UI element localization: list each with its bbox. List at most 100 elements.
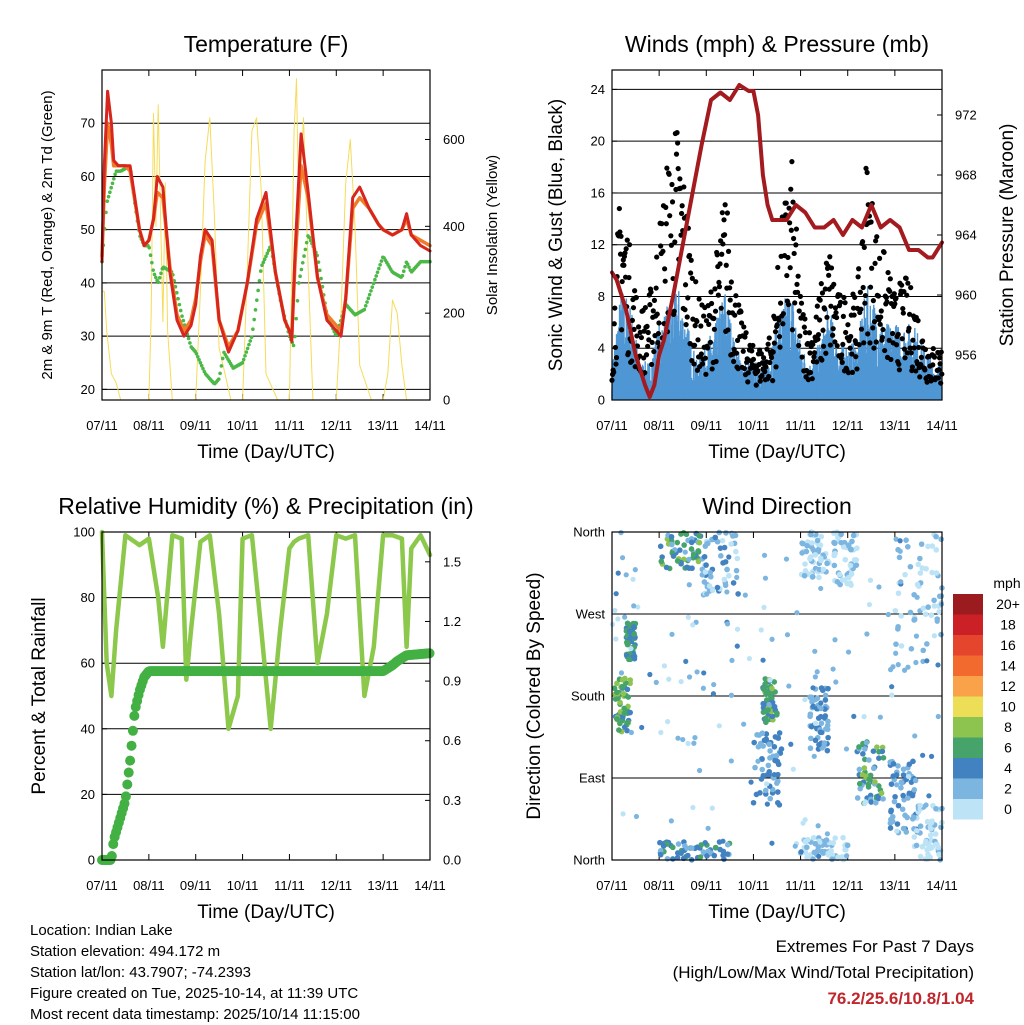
direction-point bbox=[895, 590, 902, 597]
direction-point bbox=[920, 605, 927, 612]
dewpoint-point bbox=[245, 346, 250, 351]
direction-point bbox=[832, 637, 838, 643]
direction-point bbox=[848, 571, 855, 577]
y-tick-label: 80 bbox=[81, 590, 95, 605]
direction-point bbox=[761, 685, 767, 692]
direction-point bbox=[661, 663, 668, 669]
direction-point bbox=[764, 697, 770, 703]
gust-point bbox=[776, 317, 782, 323]
direction-point bbox=[878, 790, 885, 796]
direction-point bbox=[675, 735, 681, 741]
direction-point bbox=[775, 761, 782, 768]
chart-title: Wind Direction bbox=[702, 493, 852, 519]
gust-point bbox=[632, 364, 638, 370]
gust-point bbox=[892, 301, 898, 307]
direction-point bbox=[726, 554, 732, 560]
dewpoint-point bbox=[110, 181, 115, 186]
direction-point bbox=[617, 699, 623, 706]
gust-point bbox=[658, 243, 664, 249]
direction-point bbox=[619, 677, 626, 683]
gust-point bbox=[935, 375, 942, 381]
direction-point bbox=[817, 729, 824, 736]
direction-point bbox=[664, 855, 671, 862]
gust-point bbox=[669, 181, 675, 188]
gust-point bbox=[820, 343, 827, 349]
precip-point bbox=[120, 791, 131, 802]
gust-point bbox=[870, 297, 876, 304]
gust-point bbox=[723, 262, 729, 268]
y-tick-label: 50 bbox=[81, 222, 95, 237]
y-tick-label: 60 bbox=[81, 169, 95, 184]
direction-point bbox=[838, 531, 844, 538]
gust-point bbox=[780, 321, 786, 327]
gust-point bbox=[706, 321, 712, 327]
y2-tick-label: 200 bbox=[443, 306, 465, 321]
legend-label: 6 bbox=[1004, 740, 1012, 756]
direction-point bbox=[898, 643, 905, 649]
direction-point bbox=[900, 825, 907, 832]
direction-point bbox=[824, 747, 831, 754]
gust-points bbox=[609, 130, 945, 388]
direction-point bbox=[911, 834, 918, 840]
direction-point bbox=[853, 557, 860, 563]
direction-point bbox=[683, 658, 689, 665]
direction-point bbox=[828, 847, 834, 854]
extremes-heading: Extremes For Past 7 Days bbox=[775, 937, 974, 956]
y-tick-label: 24 bbox=[591, 82, 605, 97]
gust-point bbox=[721, 217, 727, 223]
direction-point bbox=[933, 547, 940, 553]
direction-point bbox=[877, 714, 883, 720]
legend-label: 8 bbox=[1004, 719, 1012, 735]
gust-point bbox=[716, 284, 723, 290]
dewpoint-point bbox=[178, 308, 183, 313]
x-tick-label: 10/11 bbox=[738, 878, 770, 893]
y-tick-label: 100 bbox=[73, 525, 95, 540]
direction-point bbox=[669, 631, 675, 637]
direction-point bbox=[936, 851, 942, 858]
gust-point bbox=[764, 346, 770, 352]
gust-point bbox=[827, 342, 833, 348]
direction-points bbox=[609, 529, 945, 863]
direction-point bbox=[808, 735, 814, 742]
gust-point bbox=[621, 262, 627, 268]
direction-point bbox=[758, 627, 764, 633]
direction-point bbox=[624, 686, 631, 693]
direction-point bbox=[907, 609, 914, 616]
direction-point bbox=[677, 547, 683, 553]
gust-point bbox=[856, 266, 862, 272]
direction-point bbox=[762, 575, 769, 581]
dewpoint-point bbox=[198, 360, 203, 365]
direction-point bbox=[728, 692, 735, 698]
direction-point bbox=[682, 549, 688, 555]
direction-point bbox=[872, 779, 878, 785]
gust-point bbox=[875, 293, 882, 299]
gust-point bbox=[775, 264, 781, 271]
gust-point bbox=[917, 374, 923, 380]
direction-point bbox=[639, 724, 645, 731]
gust-point bbox=[753, 382, 759, 388]
direction-point bbox=[863, 740, 870, 746]
gust-point bbox=[843, 329, 849, 336]
legend-swatch bbox=[953, 737, 983, 758]
gust-point bbox=[736, 302, 742, 308]
direction-point bbox=[839, 577, 846, 583]
direction-point bbox=[847, 546, 854, 552]
direction-point bbox=[818, 533, 825, 540]
gust-point bbox=[826, 272, 832, 278]
direction-point bbox=[728, 541, 734, 547]
direction-point bbox=[766, 701, 772, 708]
direction-point bbox=[892, 607, 899, 614]
direction-point bbox=[938, 631, 944, 638]
direction-point bbox=[866, 757, 872, 763]
direction-point bbox=[920, 647, 927, 654]
gust-point bbox=[860, 284, 866, 291]
gust-point bbox=[703, 371, 709, 377]
gust-point bbox=[877, 321, 883, 327]
gust-point bbox=[683, 322, 689, 328]
gust-point bbox=[611, 321, 617, 327]
dewpoint-point bbox=[369, 289, 373, 293]
direction-point bbox=[825, 685, 831, 692]
gust-point bbox=[617, 229, 623, 235]
direction-point bbox=[900, 792, 906, 799]
gust-point bbox=[930, 362, 936, 368]
